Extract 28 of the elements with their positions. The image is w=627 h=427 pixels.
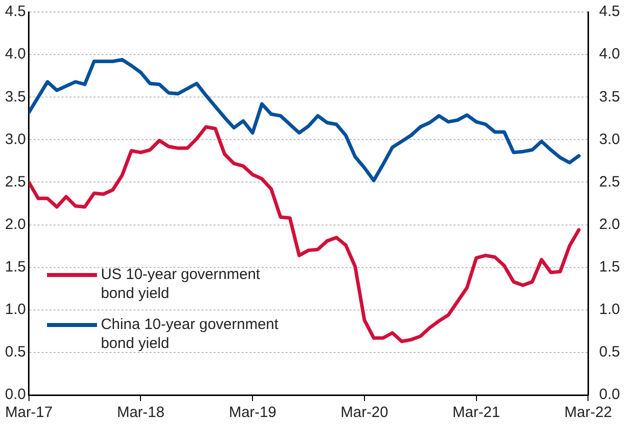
x-tick-label: Mar-21 — [452, 404, 500, 422]
y2-tick-label: 3.5 — [599, 88, 620, 106]
y2-tick-label: 3.0 — [599, 130, 620, 148]
x-tick-label: Mar-22 — [564, 404, 612, 422]
legend-label: China 10-year government bond yield — [100, 315, 280, 353]
y-tick-label: 4.0 — [4, 46, 26, 63]
y2-tick-label: 0.0 — [599, 386, 620, 404]
y-tick-label: 4.5 — [4, 3, 26, 20]
y-tick-label: 0.0 — [4, 386, 26, 404]
y2-tick-label: 4.5 — [599, 3, 620, 20]
y2-tick-label: 1.5 — [599, 258, 620, 276]
y-tick-label: 1.5 — [4, 258, 26, 276]
y-tick-label: 2.5 — [4, 173, 26, 190]
y2-tick-label: 4.0 — [599, 46, 620, 63]
y2-tick-label: 2.0 — [599, 216, 620, 233]
y2-tick-label: 0.5 — [599, 344, 620, 361]
x-tick-label: Mar-19 — [228, 404, 276, 422]
y-tick-label: 3.5 — [4, 88, 26, 106]
x-tick-label: Mar-17 — [5, 404, 53, 422]
y-tick-label: 1.0 — [4, 301, 26, 318]
legend-label: US 10-year government bond yield — [100, 265, 262, 303]
y2-tick-label: 1.0 — [599, 301, 620, 318]
y-tick-label: 2.0 — [4, 216, 26, 233]
x-tick-label: Mar-18 — [116, 404, 164, 422]
y-tick-label: 0.5 — [4, 344, 26, 361]
y2-tick-label: 2.5 — [599, 173, 620, 190]
y-tick-label: 3.0 — [4, 130, 26, 148]
x-tick-label: Mar-20 — [340, 404, 388, 422]
